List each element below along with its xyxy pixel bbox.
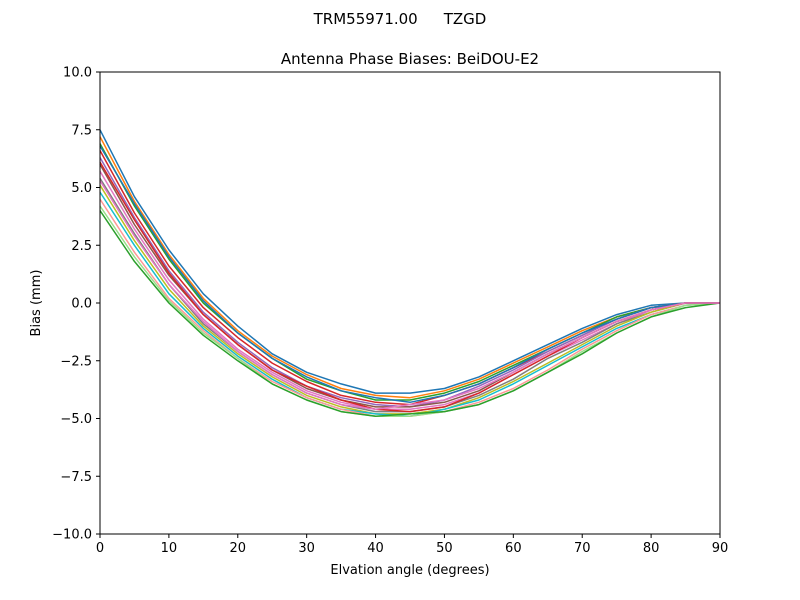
x-tick-label: 90: [712, 541, 729, 556]
figure-suptitle: TRM55971.00 TZGD: [313, 10, 487, 28]
x-axis: 0 10 20 30 40 50 60 70 80 90: [96, 534, 728, 556]
x-tick-label: 60: [505, 541, 522, 556]
x-tick-label: 30: [298, 541, 315, 556]
series-line-13: [99, 210, 721, 417]
y-tick-label: −10.0: [52, 528, 92, 543]
y-tick-label: 5.0: [71, 181, 92, 196]
x-tick-label: 20: [230, 541, 247, 556]
x-tick-label: 40: [367, 541, 384, 556]
series-line-16: [99, 180, 720, 411]
y-axis: −10.0 −7.5 −5.0 −2.5 0.0 2.5 5.0 7.5 10.0: [52, 66, 100, 543]
y-tick-label: −5.0: [60, 412, 92, 427]
x-tick-label: 80: [643, 541, 660, 556]
series-layer: [99, 129, 721, 417]
y-tick-label: 10.0: [63, 66, 92, 81]
series-line-14: [99, 145, 720, 404]
y-tick-label: 2.5: [71, 239, 92, 254]
y-tick-label: −2.5: [60, 354, 92, 369]
series-line-1: [99, 129, 720, 394]
x-axis-label: Elvation angle (degrees): [330, 563, 489, 578]
suptitle-radome: TZGD: [443, 10, 487, 28]
y-tick-label: −7.5: [60, 470, 92, 485]
x-tick-label: 0: [96, 541, 104, 556]
x-tick-label: 50: [436, 541, 453, 556]
suptitle-antenna: TRM55971.00: [313, 10, 418, 28]
x-tick-label: 10: [161, 541, 178, 556]
y-axis-label: Bias (mm): [29, 270, 44, 337]
series-line-3: [99, 143, 720, 401]
chart-title: Antenna Phase Biases: BeiDOU-E2: [281, 50, 539, 68]
x-tick-label: 70: [574, 541, 591, 556]
y-tick-label: 7.5: [71, 123, 92, 138]
y-tick-label: 0.0: [71, 297, 92, 312]
